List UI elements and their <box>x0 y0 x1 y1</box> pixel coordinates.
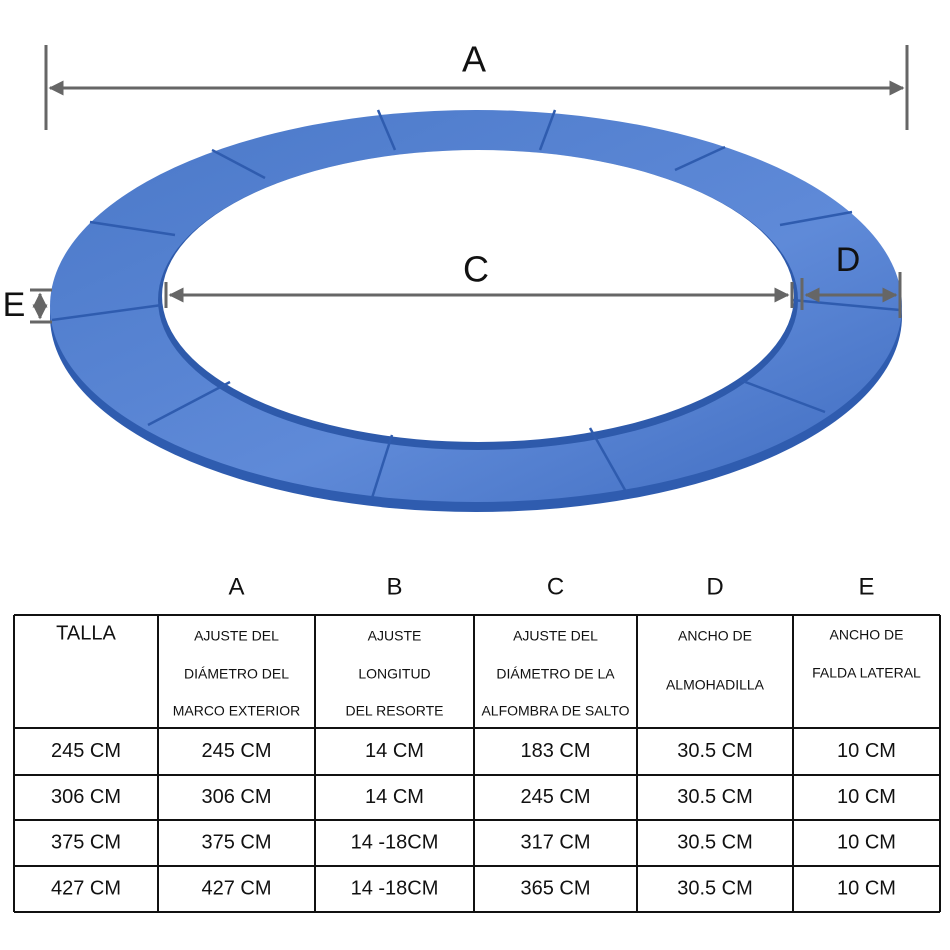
cell-text: 14 -18CM <box>351 877 439 899</box>
header-text: AJUSTE DEL <box>194 628 279 644</box>
cell-text: 10 CM <box>837 831 896 853</box>
cell-text: 183 CM <box>520 740 590 762</box>
cell-text: 365 CM <box>520 877 590 899</box>
cell-text: 375 CM <box>201 831 271 853</box>
column-letter: E <box>858 573 874 600</box>
header-text: LONGITUD <box>358 666 430 682</box>
cell-text: 30.5 CM <box>677 740 753 762</box>
cell-text: 306 CM <box>51 786 121 808</box>
column-letter: D <box>706 573 723 600</box>
header-text: DIÁMETRO DE LA <box>496 666 615 682</box>
cell-text: 10 CM <box>837 786 896 808</box>
header-text: ANCHO DE <box>830 627 904 643</box>
cell-text: 14 -18CM <box>351 831 439 853</box>
dim-label: C <box>463 249 489 290</box>
header-text: AJUSTE <box>368 628 422 644</box>
cell-text: 375 CM <box>51 831 121 853</box>
cell-text: 10 CM <box>837 740 896 762</box>
cell-text: 30.5 CM <box>677 831 753 853</box>
cell-text: 427 CM <box>201 877 271 899</box>
header-text: ANCHO DE <box>678 628 752 644</box>
cell-text: 14 CM <box>365 740 424 762</box>
cell-text: 30.5 CM <box>677 877 753 899</box>
header-text: MARCO EXTERIOR <box>173 703 301 719</box>
dim-label: E <box>3 286 26 324</box>
cell-text: 30.5 CM <box>677 786 753 808</box>
cell-text: 245 CM <box>201 740 271 762</box>
cell-text: 245 CM <box>520 786 590 808</box>
header-text: FALDA LATERAL <box>812 665 921 681</box>
dim-label: A <box>462 39 486 80</box>
cell-text: 427 CM <box>51 877 121 899</box>
cell-text: 14 CM <box>365 786 424 808</box>
dimensions: A C D E <box>3 39 909 324</box>
column-letter: B <box>386 573 402 600</box>
column-letter: A <box>228 573 244 600</box>
cell-text: 317 CM <box>520 831 590 853</box>
column-letter: C <box>547 573 564 600</box>
dim-label: D <box>836 241 861 279</box>
cell-text: 10 CM <box>837 877 896 899</box>
cell-text: 306 CM <box>201 786 271 808</box>
cell-text: 245 CM <box>51 740 121 762</box>
size-table: A B C D E TALLA AJUSTE DEL DIÁMETRO DEL MARCO EX… <box>13 573 941 913</box>
header-text: TALLA <box>56 622 116 644</box>
header-text: ALMOHADILLA <box>666 677 765 693</box>
header-text: ALFOMBRA DE SALTO <box>481 703 629 719</box>
header-text: AJUSTE DEL <box>513 628 598 644</box>
header-text: DIÁMETRO DEL <box>184 666 289 682</box>
ring <box>50 109 902 512</box>
header-text: DEL RESORTE <box>345 703 443 719</box>
